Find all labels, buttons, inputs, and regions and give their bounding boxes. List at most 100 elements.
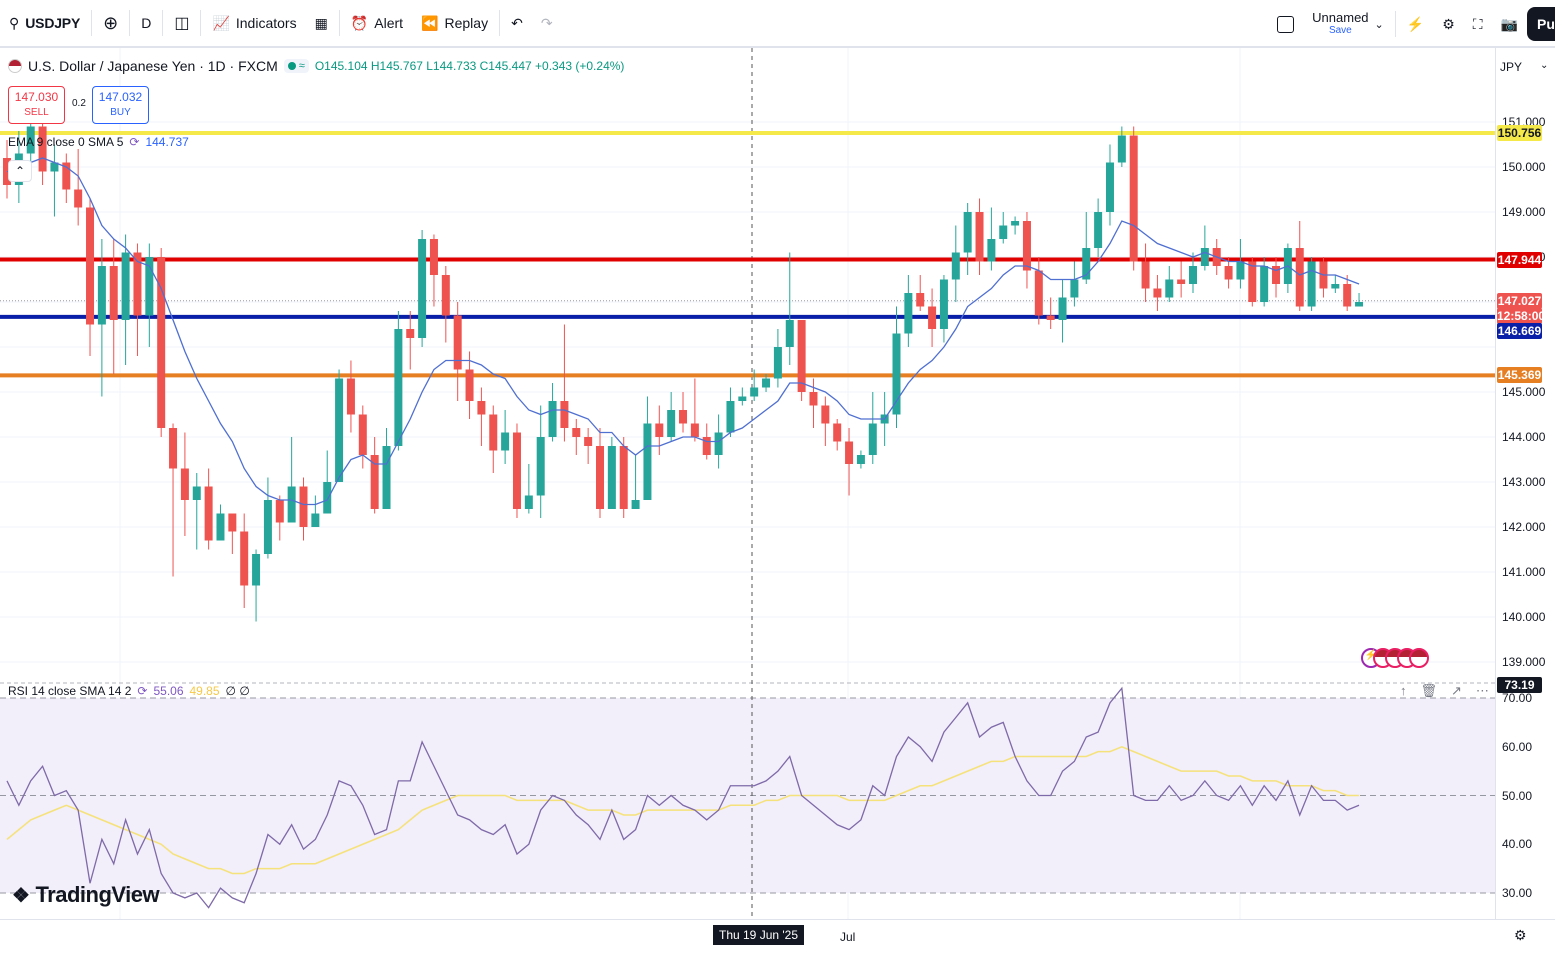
candle-body [1355, 302, 1364, 307]
candle-body [1082, 248, 1091, 280]
candle-body [714, 432, 723, 455]
candle-body [738, 396, 747, 401]
candle-body [1200, 248, 1209, 266]
candle-body [928, 306, 937, 329]
layout-menu[interactable]: Unnamed Save ⌄ [1303, 0, 1393, 48]
candle-body [121, 252, 130, 320]
snapshot-button[interactable]: 📷 [1492, 0, 1527, 48]
quick-search-button[interactable]: ⚡ [1398, 0, 1433, 48]
chart-type-button[interactable]: ◫ [165, 0, 198, 47]
candle-body [394, 329, 403, 446]
candle-body [690, 423, 699, 437]
candle-body [512, 432, 521, 509]
symbol-label: USDJPY [25, 15, 81, 31]
candle-body [999, 225, 1008, 239]
candle-body [773, 347, 782, 379]
candle-body [1165, 279, 1174, 298]
alert-label: Alert [374, 15, 404, 31]
candle-body [133, 252, 142, 316]
candle-body [145, 257, 154, 316]
legend-title[interactable]: U.S. Dollar / Japanese Yen · 1D · FXCM [28, 58, 278, 74]
templates-button[interactable]: ▦ [306, 0, 337, 47]
candle-body [963, 212, 972, 253]
fullscreen-button[interactable]: ⛶ [1464, 0, 1492, 48]
sell-price: 147.030 [14, 90, 59, 104]
red-line-price-label: 147.944 [1497, 251, 1542, 268]
ema-legend[interactable]: EMA 9 close 0 SMA 5 ⟳ 144.737 [8, 135, 189, 149]
axis-settings-gear-icon[interactable]: ⚙ [1514, 927, 1527, 943]
candle-body [501, 432, 510, 451]
candle-body [1248, 261, 1257, 302]
symbol-search[interactable]: ⚲ USDJPY [0, 0, 89, 47]
candle-body [1236, 261, 1245, 280]
sell-button[interactable]: 147.030 SELL [8, 86, 65, 124]
price-tick-label: 150.000 [1502, 160, 1546, 174]
loading-icon: ⟳ [137, 684, 148, 698]
candle-body [951, 252, 960, 280]
candle-body [904, 293, 913, 334]
replay-button[interactable]: ⏪ Replay [412, 0, 497, 47]
fullscreen-icon: ⛶ [1472, 15, 1483, 32]
candle-body [204, 486, 213, 541]
rsi-legend[interactable]: RSI 14 close SMA 14 2 ⟳ 55.06 49.85 ∅ ∅ [8, 684, 250, 698]
candle-body [702, 437, 711, 455]
candle-body [1343, 284, 1352, 307]
gear-icon: ⚙ [1442, 15, 1455, 32]
candle-body [1141, 261, 1150, 289]
settings-button[interactable]: ⚙ [1433, 0, 1464, 48]
candle-body [1046, 315, 1055, 320]
candle-body [263, 500, 272, 554]
candle-body [370, 455, 379, 509]
candle-body [845, 441, 854, 464]
candle-body [619, 446, 628, 509]
candle-body [406, 329, 415, 338]
alert-button[interactable]: ⏰ Alert [342, 0, 412, 47]
candle-body [228, 513, 237, 532]
divider [1394, 11, 1396, 37]
collapse-legend-button[interactable]: ⌃ [8, 160, 32, 182]
save-label: Save [1328, 25, 1352, 36]
divider [91, 10, 93, 36]
candle-body [180, 468, 189, 500]
top-toolbar: ⚲ USDJPY ⊕ D ◫ 📈 Indicators ▦ ⏰ Alert ⏪ … [0, 0, 1555, 48]
buy-button[interactable]: 147.032 BUY [92, 86, 149, 124]
candle-body [797, 320, 806, 392]
undo-button[interactable]: ↶ [502, 0, 532, 47]
publish-button[interactable]: Pu [1527, 7, 1555, 41]
crosshair-date-label: Thu 19 Jun '25 [713, 925, 805, 945]
market-open-dot-icon [287, 62, 296, 70]
economic-events[interactable]: ⚡ [1361, 648, 1429, 668]
brand-name: TradingView [35, 882, 160, 907]
candle-body [1260, 266, 1269, 302]
candle-body [169, 428, 178, 469]
candle-body [489, 414, 498, 451]
layout-checkbox[interactable] [1268, 0, 1303, 48]
candle-body [453, 315, 462, 370]
rsi-tick-label: 60.00 [1502, 739, 1533, 754]
compare-button[interactable]: ⊕ [94, 0, 127, 47]
rsi-sma-value: 49.85 [189, 684, 220, 698]
orange-line-price-label: 145.369 [1497, 367, 1542, 384]
layout-name: Unnamed [1312, 10, 1369, 25]
candles-icon: ◫ [174, 15, 190, 32]
trash-icon[interactable]: 🗑 [1420, 683, 1438, 698]
tv-logo-icon: ❖ [12, 884, 30, 907]
us-flag-event-icon[interactable] [1409, 648, 1429, 668]
close-icon[interactable]: ⋯ [1475, 683, 1489, 698]
price-scale[interactable] [1495, 48, 1555, 919]
interval-button[interactable]: D [132, 0, 160, 47]
chart-canvas[interactable] [0, 48, 1495, 919]
candle-body [86, 207, 95, 325]
divider [499, 10, 501, 36]
tradingview-logo[interactable]: ❖ TradingView [12, 882, 160, 908]
status-pill[interactable]: ≈ [283, 59, 309, 73]
arrow-up-icon[interactable]: ↑ [1400, 683, 1407, 698]
blue-line-price-label: 146.669 [1497, 323, 1542, 340]
rsi-name: RSI 14 close SMA 14 2 [8, 684, 132, 698]
indicators-button[interactable]: 📈 Indicators [203, 0, 305, 47]
candle-body [192, 486, 201, 500]
search-icon: ⚲ [9, 14, 20, 31]
currency-selector[interactable]: JPY ⌄ [1500, 60, 1548, 74]
redo-button[interactable]: ↷ [532, 0, 562, 47]
collapse-pane-icon[interactable]: ↗ [1451, 683, 1462, 698]
